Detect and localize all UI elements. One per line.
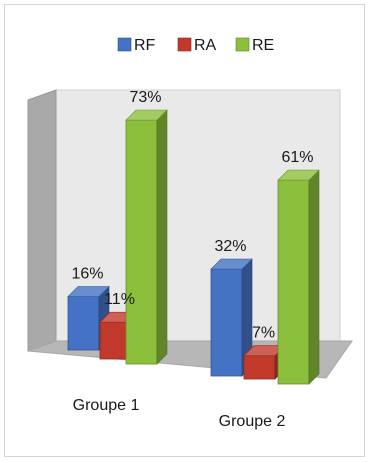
data-label-re-1: 73% — [129, 89, 161, 106]
data-label-re-2: 61% — [281, 149, 313, 166]
chart-legend: RF RA RE — [117, 37, 274, 54]
bar-top-face — [210, 258, 253, 270]
bar-re-2 — [277, 169, 320, 385]
bar-top-face — [67, 286, 110, 297]
legend-swatch — [117, 37, 132, 52]
legend-item-ra: RA — [177, 37, 217, 54]
bar-side-face — [308, 169, 320, 385]
bar-top-face — [277, 169, 320, 181]
bar-front-face — [67, 296, 100, 351]
data-label-ra-2: 7% — [252, 325, 275, 342]
chart-data-labels: 16%11% 73% 32% 7% 61% — [71, 89, 313, 342]
legend-item-rf: RF — [117, 37, 156, 54]
data-label-rf-1: 16% — [71, 266, 103, 283]
bar-side-face — [156, 109, 168, 365]
legend-swatch — [235, 37, 250, 52]
bar-front-face — [277, 179, 310, 385]
bar-front-face — [210, 268, 243, 377]
chart-category-labels: Groupe 1 Groupe 2 — [73, 397, 286, 430]
legend-label: RF — [134, 37, 156, 54]
data-label-rf-2: 32% — [214, 238, 246, 255]
chart-bars — [67, 109, 320, 385]
legend-swatch — [177, 37, 192, 52]
category-label-2: Groupe 2 — [219, 413, 286, 430]
bar-re-1 — [125, 109, 168, 365]
bar-front-face — [125, 119, 158, 365]
bar-top-face — [125, 109, 168, 121]
legend-label: RA — [194, 37, 217, 54]
data-label-ra-1: 11% — [104, 291, 135, 308]
chart-side-wall — [27, 89, 57, 352]
legend-label: RE — [252, 37, 274, 54]
category-label-1: Groupe 1 — [73, 397, 140, 414]
legend-item-re: RE — [235, 37, 274, 54]
bar-front-face — [243, 355, 276, 380]
bar-rf-2 — [210, 258, 253, 377]
